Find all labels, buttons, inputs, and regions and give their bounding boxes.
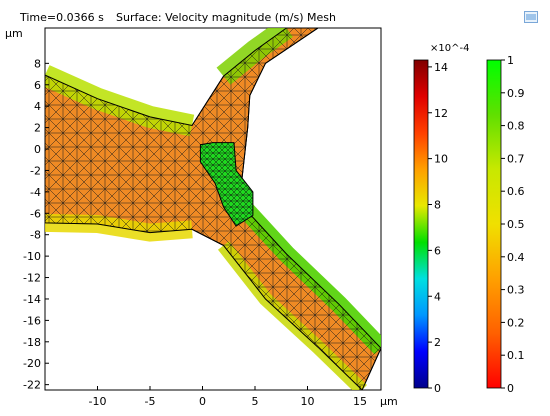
x-tick-label: 15 — [353, 395, 367, 408]
velocity-colorbar-tick-label: 14 — [434, 61, 448, 74]
x-tick-label: 10 — [301, 395, 315, 408]
plot-area: -10 -5 0 5 10 15 8 6 4 2 0 -2 -4 -6 -8 -10 -12 -14 -16 -18… — [23, 27, 382, 408]
mesh-colorbar-tick-label: 0.9 — [507, 87, 525, 100]
y-tick-label: -2 — [30, 164, 41, 177]
velocity-colorbar-tick-label: 8 — [434, 199, 441, 212]
y-tick-label: -4 — [30, 186, 41, 199]
y-tick-label: -20 — [23, 357, 41, 370]
mesh-colorbar-tick-label: 0.1 — [507, 349, 525, 362]
mesh-colorbar-tick-label: 1 — [507, 54, 514, 67]
mesh-colorbar-tick-label: 0.8 — [507, 120, 525, 133]
y-tick-label: -10 — [23, 250, 41, 263]
fluid-domain — [45, 28, 381, 390]
velocity-colorbar-scale: ×10^-4 — [430, 43, 469, 54]
y-tick-label: -18 — [23, 336, 41, 349]
mesh-quality-colorbar-bar — [486, 59, 502, 389]
velocity-colorbar-tick-label: 10 — [434, 153, 448, 166]
y-axis: 8 6 4 2 0 -2 -4 -6 -8 -10 -12 -14 -16 -18 -20 -22 — [23, 57, 49, 392]
velocity-colorbar-tick-label: 0 — [434, 382, 441, 395]
mesh-quality-colorbar: 0 0.1 0.2 0.3 0.4 0.5 0.6 0.7 0.8 0.9 1 — [486, 54, 525, 395]
y-tick-label: 0 — [34, 143, 41, 156]
y-tick-label: -8 — [30, 229, 41, 242]
y-tick-label: -12 — [23, 272, 41, 285]
mesh-overlay — [45, 28, 381, 390]
mesh-colorbar-tick-label: 0.6 — [507, 185, 525, 198]
mesh-colorbar-tick-label: 0.5 — [507, 218, 525, 231]
x-tick-label: 0 — [199, 395, 206, 408]
mesh-colorbar-tick-label: 0.3 — [507, 284, 525, 297]
y-tick-label: 8 — [34, 57, 41, 70]
y-axis-unit: μm — [5, 27, 23, 40]
x-tick-label: 5 — [252, 395, 259, 408]
y-tick-label: 2 — [34, 122, 41, 135]
y-tick-label: -16 — [23, 314, 41, 327]
time-label: Time=0.0366 s — [20, 11, 104, 24]
y-tick-label: 4 — [34, 100, 41, 113]
y-tick-label: -22 — [23, 379, 41, 392]
x-axis-unit: μm — [380, 395, 398, 408]
y-tick-label: -6 — [30, 207, 41, 220]
mesh-colorbar-tick-label: 0.2 — [507, 316, 525, 329]
y-tick-label: 6 — [34, 79, 41, 92]
velocity-colorbar-tick-label: 6 — [434, 244, 441, 257]
cell-mesh — [200, 142, 253, 227]
velocity-colorbar-bar — [413, 59, 429, 389]
velocity-colorbar: ×10^-4 0 2 4 6 8 10 12 14 — [413, 43, 469, 395]
y-tick-label: -14 — [23, 293, 41, 306]
image-export-icon[interactable] — [524, 8, 538, 23]
cell-region — [199, 142, 254, 227]
mesh-colorbar-tick-label: 0 — [507, 382, 514, 395]
mesh-colorbar-tick-label: 0.4 — [507, 251, 525, 264]
x-axis: -10 -5 0 5 10 15 — [89, 386, 367, 408]
plot-title: Surface: Velocity magnitude (m/s) Mesh — [116, 11, 336, 24]
velocity-colorbar-tick-label: 2 — [434, 336, 441, 349]
velocity-colorbar-tick-label: 12 — [434, 107, 448, 120]
x-tick-label: -5 — [145, 395, 156, 408]
velocity-colorbar-tick-label: 4 — [434, 290, 441, 303]
mesh-colorbar-tick-label: 0.7 — [507, 152, 525, 165]
x-tick-label: -10 — [89, 395, 107, 408]
